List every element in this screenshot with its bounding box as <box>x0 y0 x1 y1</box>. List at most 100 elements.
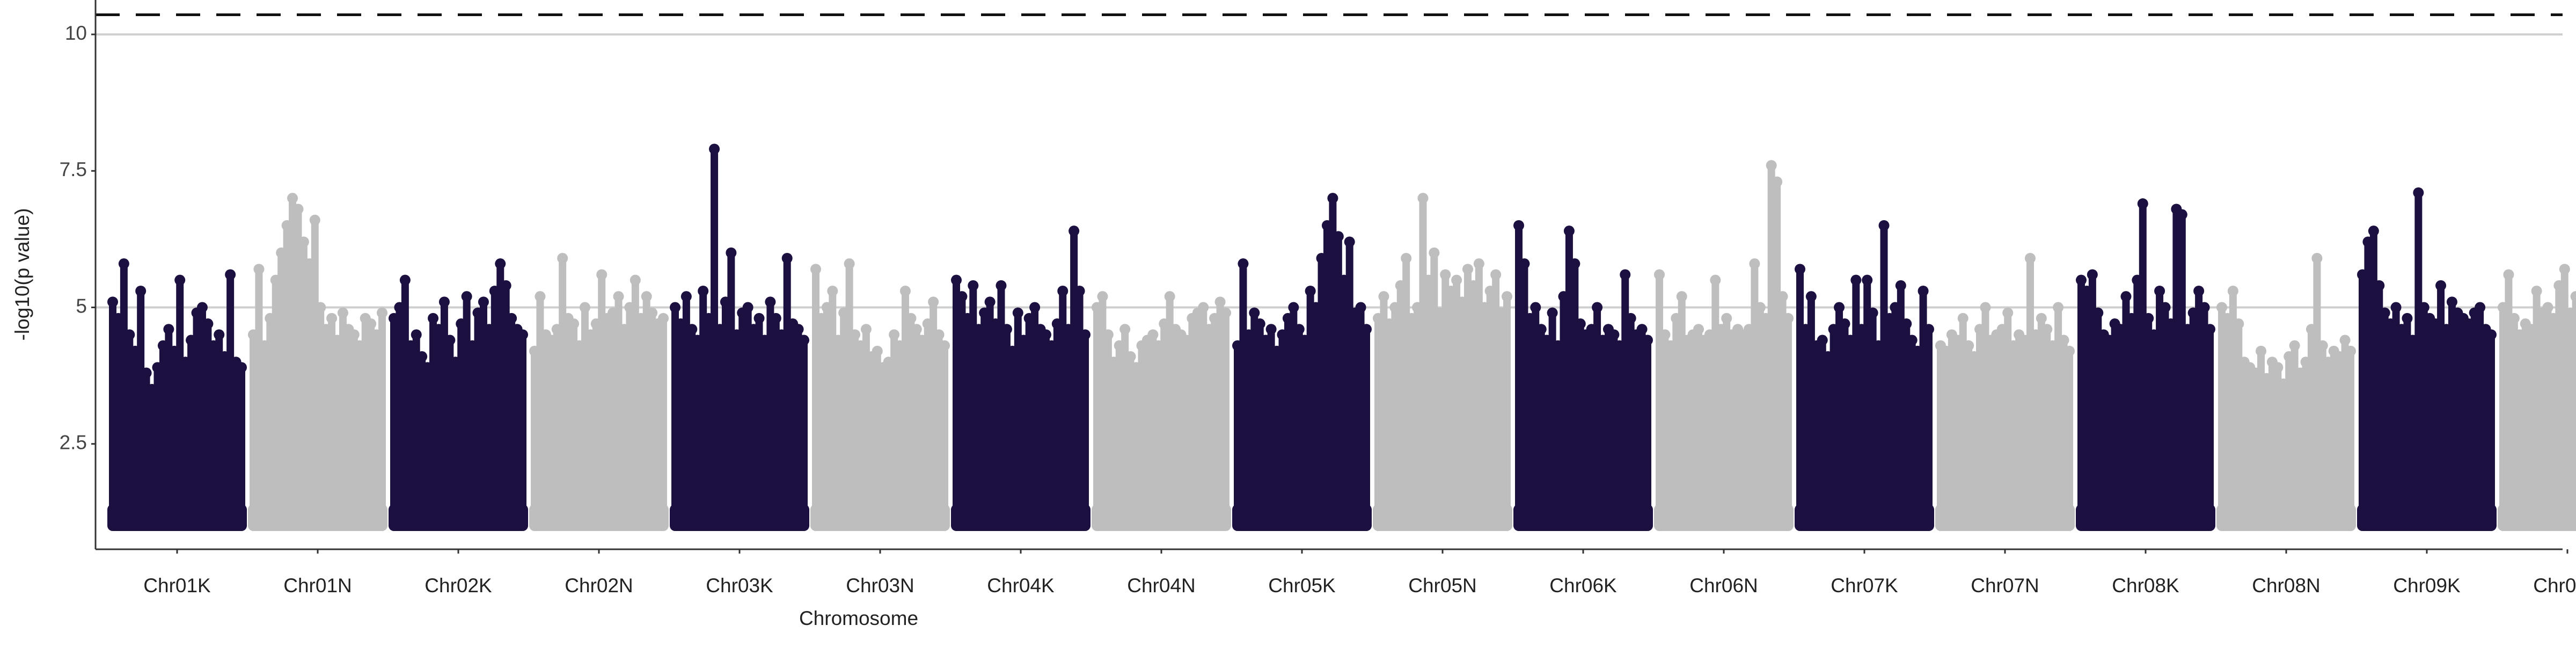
point <box>799 335 809 346</box>
point-column <box>378 312 386 526</box>
point <box>1772 176 1783 187</box>
point <box>680 291 692 302</box>
point <box>1766 160 1777 171</box>
point <box>2503 269 2514 280</box>
point <box>630 274 641 286</box>
point <box>939 340 950 351</box>
point-column <box>2487 335 2495 526</box>
point <box>956 291 968 302</box>
point <box>2570 291 2576 302</box>
point <box>2402 312 2413 324</box>
point <box>1592 302 1603 313</box>
point <box>2413 187 2424 198</box>
point <box>416 351 428 362</box>
point <box>579 302 590 313</box>
point <box>2053 302 2064 313</box>
chromosome-group <box>1795 220 1934 531</box>
y-axis-title: -log10(p value) <box>11 208 33 341</box>
point <box>1125 351 1136 362</box>
point <box>461 291 472 302</box>
point <box>2076 274 2087 286</box>
point-column <box>1925 329 1933 526</box>
point <box>2418 302 2429 313</box>
point <box>2475 302 2486 313</box>
chromosome-base <box>1795 504 1934 531</box>
point <box>2317 340 2328 351</box>
point <box>535 291 546 302</box>
x-tick-label: Chr05K <box>1268 575 1336 597</box>
point-column <box>660 318 667 526</box>
point <box>1749 258 1760 270</box>
point-column <box>1784 318 1792 526</box>
x-tick-label: Chr06K <box>1549 575 1617 597</box>
point <box>899 286 911 297</box>
chromosome-group <box>2498 264 2576 531</box>
point <box>1378 291 1389 302</box>
x-axis-title: Chromosome <box>799 607 918 629</box>
point <box>1249 307 1260 318</box>
point <box>1344 236 1355 248</box>
point <box>686 324 698 335</box>
point <box>2559 264 2570 275</box>
x-tick-label: Chr03K <box>706 575 773 597</box>
point <box>1074 286 1085 297</box>
y-tick-label: 5 <box>76 295 87 317</box>
point <box>2137 198 2148 209</box>
point <box>2390 302 2402 313</box>
point <box>1862 274 1873 286</box>
point <box>1327 193 1338 204</box>
point <box>326 312 338 324</box>
point <box>872 345 883 357</box>
point <box>2036 312 2047 324</box>
point <box>1254 318 1265 330</box>
chromosome-group <box>1654 160 1794 531</box>
point <box>1417 193 1429 204</box>
point <box>2154 286 2165 297</box>
point <box>753 312 765 324</box>
point <box>709 143 720 155</box>
point <box>163 324 174 335</box>
point-column <box>941 345 948 526</box>
point <box>124 329 135 340</box>
x-tick-label: Chr08N <box>2252 575 2321 597</box>
x-tick-label: Chr09K <box>2393 575 2461 597</box>
point <box>1490 269 1502 280</box>
point-column <box>800 340 808 526</box>
point <box>2435 280 2447 291</box>
point <box>1097 291 1108 302</box>
point <box>2205 324 2215 335</box>
point <box>1440 269 1451 280</box>
chromosome-base <box>1513 504 1653 531</box>
point-column <box>2066 351 2073 526</box>
point <box>911 324 922 335</box>
point <box>1040 329 1051 340</box>
point <box>2272 362 2284 373</box>
chromosome-group <box>389 258 528 531</box>
chromosome-base <box>1935 504 2075 531</box>
point <box>1636 324 1648 335</box>
chromosome-group <box>1232 193 1372 531</box>
point <box>506 312 517 324</box>
point <box>1451 274 1462 286</box>
point <box>292 203 304 215</box>
point <box>1850 274 1862 286</box>
point <box>1462 264 1473 275</box>
point <box>1001 324 1012 335</box>
point <box>1530 302 1541 313</box>
point <box>1867 307 1878 318</box>
point <box>1901 318 1912 330</box>
point <box>1839 318 1850 330</box>
point <box>2345 345 2356 357</box>
point <box>214 329 225 340</box>
point <box>1293 324 1305 335</box>
x-tick-label: Chr09N <box>2533 575 2576 597</box>
point <box>1069 226 1080 237</box>
point <box>1563 226 1575 237</box>
chromosome-group <box>1373 193 1512 531</box>
point-column <box>1644 340 1651 526</box>
point <box>1963 340 1974 351</box>
chromosome-base <box>2498 504 2576 531</box>
point <box>1980 302 1991 313</box>
point <box>377 307 387 318</box>
point <box>399 274 411 286</box>
